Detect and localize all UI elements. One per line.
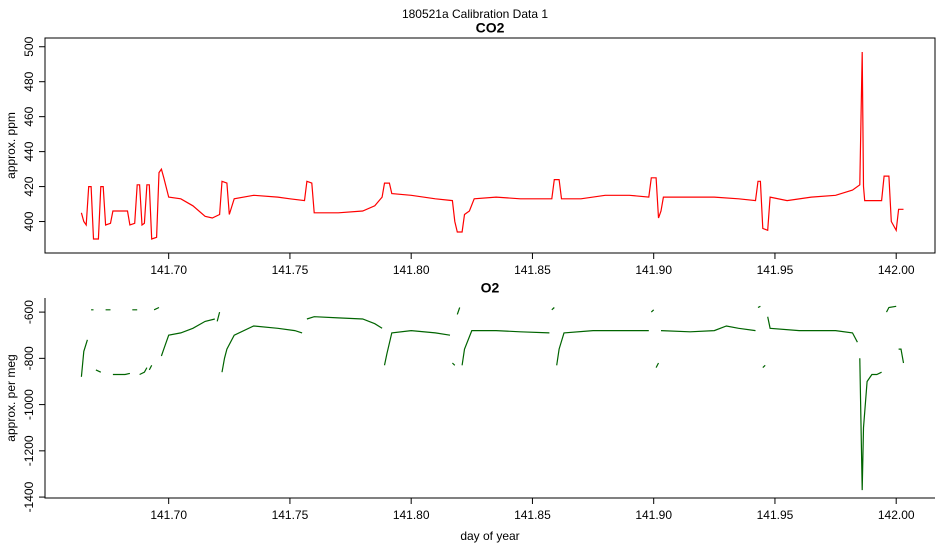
x-tick-label: 141.80 xyxy=(393,508,430,522)
x-tick-label: 141.95 xyxy=(757,508,794,522)
y-tick-label: 460 xyxy=(22,106,36,126)
x-tick-label: 141.90 xyxy=(635,508,672,522)
y-tick-label: 480 xyxy=(22,71,36,91)
panel-title: CO2 xyxy=(476,20,505,36)
x-tick-label: 141.85 xyxy=(514,508,551,522)
y-axis-label: approx. ppm xyxy=(4,112,18,179)
x-tick-label: 141.85 xyxy=(514,263,551,277)
y-tick-label: -800 xyxy=(22,346,36,370)
y-tick-label: 440 xyxy=(22,141,36,161)
y-tick-label: 500 xyxy=(22,36,36,56)
panel-title: O2 xyxy=(481,280,500,296)
y-tick-label: -1400 xyxy=(22,481,36,512)
x-tick-label: 141.75 xyxy=(272,263,309,277)
y-tick-label: -1200 xyxy=(22,435,36,466)
y-tick-label: 420 xyxy=(22,176,36,196)
y-tick-label: -600 xyxy=(22,300,36,324)
x-tick-label: 142.00 xyxy=(878,508,915,522)
x-axis-label: day of year xyxy=(460,529,519,543)
x-tick-label: 141.95 xyxy=(757,263,794,277)
data-line xyxy=(80,51,904,240)
data-line xyxy=(80,305,905,491)
page-title: 180521a Calibration Data 1 xyxy=(402,7,548,21)
plot-box xyxy=(44,37,936,254)
y-axis-label: approx. per meg xyxy=(4,354,18,441)
x-tick-label: 141.75 xyxy=(272,508,309,522)
y-tick-label: -1000 xyxy=(22,389,36,420)
x-tick-label: 141.70 xyxy=(150,263,187,277)
x-tick-label: 141.80 xyxy=(393,263,430,277)
x-tick-label: 142.00 xyxy=(878,263,915,277)
x-tick-label: 141.90 xyxy=(635,263,672,277)
x-tick-label: 141.70 xyxy=(150,508,187,522)
y-tick-label: 400 xyxy=(22,211,36,231)
plot-box xyxy=(44,298,935,499)
